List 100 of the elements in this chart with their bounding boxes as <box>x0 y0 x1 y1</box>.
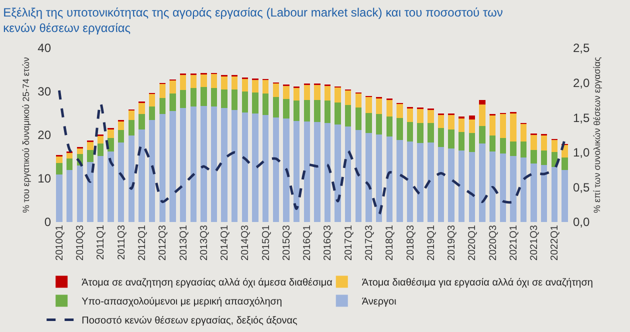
x-tick-label: 2015Q1 <box>260 224 272 261</box>
legend-label: Υπο-απασχολούμενοι με μερική απασχόληση <box>82 296 282 308</box>
bar <box>324 100 331 123</box>
y2-tick-label: 1,5 <box>573 110 590 125</box>
bar <box>458 118 465 132</box>
x-tick-label: 2022Q1 <box>550 224 561 261</box>
x-tick-label: 2017Q3 <box>364 224 375 261</box>
bar <box>448 114 454 130</box>
bar <box>324 86 331 101</box>
x-tick-label: 2010Q1 <box>54 224 66 261</box>
chart-title: Εξέλιξη της υποτονικότητας της αγοράς εργασίας (Labour market slack) και του ποσοστού των κενών θέσεων εργασίας <box>3 6 503 36</box>
bar <box>293 88 300 101</box>
bar <box>252 113 258 222</box>
bar <box>283 118 290 222</box>
bar <box>376 134 382 222</box>
bar <box>479 126 486 144</box>
bar <box>406 142 414 222</box>
bar <box>252 92 258 114</box>
bar <box>180 90 186 108</box>
bar <box>97 143 104 156</box>
bar <box>272 118 279 222</box>
bar <box>551 140 558 152</box>
bar <box>551 166 558 222</box>
bar <box>396 140 403 222</box>
bar <box>128 120 135 136</box>
x-tick-label: 2010Q3 <box>75 224 86 261</box>
bar <box>334 102 341 125</box>
bar <box>232 110 238 222</box>
bar <box>87 142 94 150</box>
bar <box>489 115 496 136</box>
bar <box>314 122 320 222</box>
bar <box>200 87 207 106</box>
bar <box>200 74 207 88</box>
bar <box>66 170 73 222</box>
bar <box>128 110 135 120</box>
bar <box>345 126 352 222</box>
bar <box>489 152 496 222</box>
bar <box>56 174 62 222</box>
bar <box>489 135 496 152</box>
bar <box>262 94 269 115</box>
bar <box>108 129 114 138</box>
y-tick-label: 10 <box>38 172 52 186</box>
bar <box>448 129 454 148</box>
bar <box>541 165 548 222</box>
bar <box>562 170 568 222</box>
bar <box>66 158 73 170</box>
bar <box>541 135 548 151</box>
bar <box>314 84 320 100</box>
bar <box>530 135 537 150</box>
bar <box>479 144 486 222</box>
bar <box>438 114 444 128</box>
x-tick-label: 2013Q3 <box>198 224 210 261</box>
x-tick-label: 2018Q3 <box>405 224 416 261</box>
legend-label: Άνεργοι <box>362 296 396 308</box>
bar <box>500 138 506 154</box>
bar <box>406 122 414 142</box>
bar <box>386 136 392 222</box>
bar <box>56 156 62 163</box>
bar <box>417 142 424 222</box>
bar <box>118 142 124 222</box>
bar <box>118 130 124 142</box>
bar <box>530 163 537 222</box>
bar <box>170 94 176 112</box>
bar <box>190 74 196 88</box>
x-tick-label: 2013Q1 <box>178 224 190 261</box>
bar <box>438 128 444 148</box>
x-tick-label: 2015Q3 <box>281 224 292 261</box>
bar <box>76 165 83 222</box>
bar <box>159 114 166 222</box>
bar <box>170 80 176 94</box>
x-tick-label: 2014Q3 <box>240 224 252 261</box>
bar <box>190 88 196 106</box>
bar <box>180 74 186 90</box>
bar <box>180 108 186 222</box>
bar <box>170 111 176 222</box>
bar <box>386 100 392 116</box>
bar <box>138 102 145 114</box>
bar <box>334 88 341 102</box>
bar <box>76 148 83 154</box>
x-tick-label: 2012Q3 <box>158 224 169 261</box>
bar <box>159 84 166 98</box>
bar <box>448 148 454 222</box>
y2-axis-title: % επί των συνολικών θέσεων εργασίας <box>592 56 602 213</box>
bar <box>272 84 279 98</box>
bar <box>468 132 476 152</box>
bar <box>520 142 527 158</box>
y-axis-title: % του εργατικού δυναμικού 25-74 ετών <box>20 56 31 213</box>
bar <box>345 104 352 126</box>
bar <box>562 158 568 170</box>
bar <box>66 152 73 158</box>
bar <box>118 122 124 130</box>
bar <box>159 98 166 114</box>
bar <box>293 100 300 122</box>
bar <box>138 114 145 130</box>
bar <box>262 114 269 222</box>
bar <box>232 89 238 110</box>
bar <box>272 97 279 118</box>
legend-label: Άτομα διαθέσιμα για εργασία αλλά όχι σε αναζήτηση <box>362 278 593 289</box>
x-tick-label: 2019Q1 <box>426 224 437 261</box>
bar <box>500 153 506 222</box>
